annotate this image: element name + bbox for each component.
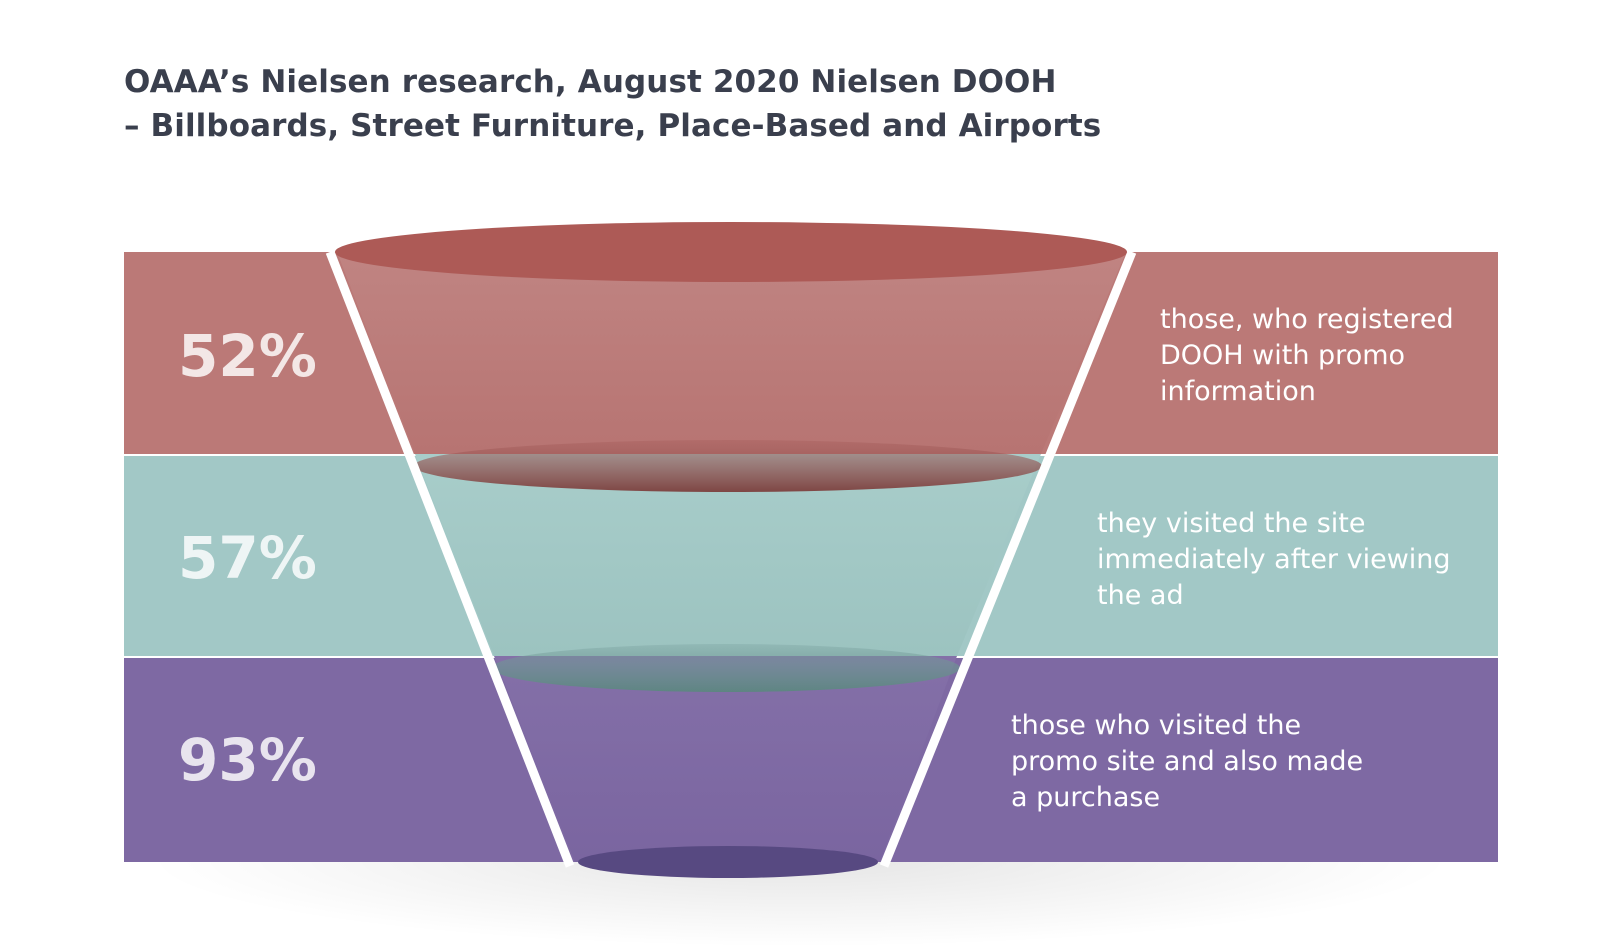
funnel-section-3 bbox=[494, 656, 957, 862]
funnel-left-edge bbox=[325, 250, 575, 868]
funnel-rim-3 bbox=[492, 644, 960, 692]
stage-2-percent: 57% bbox=[178, 524, 317, 592]
funnel-section-1 bbox=[337, 252, 1126, 454]
funnel-rim-2 bbox=[414, 440, 1042, 492]
page-title: OAAA’s Nielsen research, August 2020 Nie… bbox=[124, 60, 1101, 148]
stage-1-percent: 52% bbox=[178, 322, 317, 390]
stage-3-description-line: promo site and also made bbox=[1011, 746, 1364, 777]
funnel-bottom-rim bbox=[578, 846, 878, 878]
stage-1-description-line: information bbox=[1160, 376, 1316, 407]
stage-2-description: they visited the site immediately after … bbox=[1097, 506, 1451, 614]
stage-3-percent: 93% bbox=[178, 726, 317, 794]
stage-2-description-line: they visited the site bbox=[1097, 508, 1366, 539]
stage-1-description-line: DOOH with promo bbox=[1160, 340, 1406, 371]
stage-3-description: those who visited the promo site and als… bbox=[1011, 708, 1363, 816]
stage-3-description-line: a purchase bbox=[1011, 782, 1161, 813]
stage-3-description-line: those who visited the bbox=[1011, 710, 1302, 741]
stage-1-description-line: those, who registered bbox=[1160, 304, 1454, 335]
funnel-top-rim bbox=[335, 222, 1127, 282]
stage-1-description: those, who registered DOOH with promo in… bbox=[1160, 302, 1454, 410]
stage-2-description-line: the ad bbox=[1097, 580, 1184, 611]
funnel-section-2 bbox=[415, 454, 1041, 656]
stage-2-description-line: immediately after viewing bbox=[1097, 544, 1451, 575]
funnel-right-edge bbox=[879, 250, 1137, 868]
title-line-1: OAAA’s Nielsen research, August 2020 Nie… bbox=[124, 64, 1057, 100]
title-line-2: – Billboards, Street Furniture, Place-Ba… bbox=[124, 108, 1102, 144]
